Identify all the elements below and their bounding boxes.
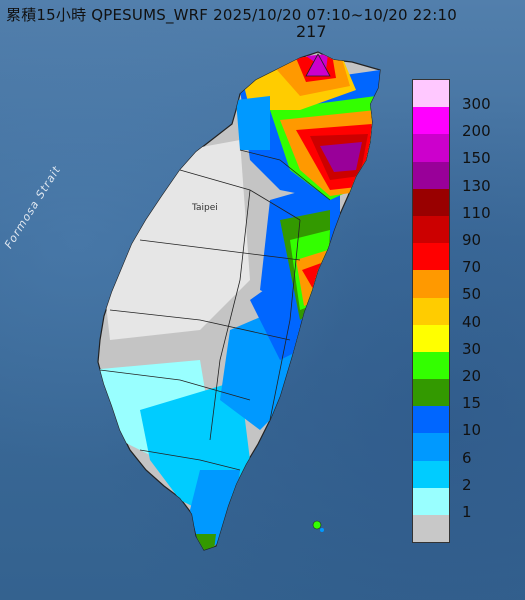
legend-label: 70 <box>462 258 482 277</box>
legend-label: 300 <box>462 95 491 113</box>
legend-swatch <box>413 433 449 461</box>
legend-swatch <box>413 243 449 271</box>
legend-swatch <box>413 487 449 515</box>
map-title: 累積15小時 QPESUMS_WRF 2025/10/20 07:10~10/2… <box>6 6 457 24</box>
legend-swatch <box>413 215 449 244</box>
legend-swatch <box>413 134 449 162</box>
legend-swatch <box>413 161 449 189</box>
legend-swatch <box>413 379 449 407</box>
legend-swatch <box>413 80 449 108</box>
legend-swatch <box>413 297 449 325</box>
legend-swatch <box>413 324 449 352</box>
legend-swatch <box>413 188 449 216</box>
legend-label: 10 <box>462 421 482 440</box>
legend-swatch <box>413 351 449 380</box>
color-legend <box>412 79 450 544</box>
legend-label: 1 <box>462 503 472 521</box>
legend-label: 15 <box>462 394 482 413</box>
legend-label: 40 <box>462 312 482 331</box>
legend-swatch <box>413 270 449 298</box>
legend-swatch <box>413 515 449 543</box>
county-boundaries <box>99 149 331 471</box>
city-label: Taipei <box>192 203 218 213</box>
legend-label: 110 <box>462 203 491 222</box>
legend-label: 50 <box>462 285 482 304</box>
legend-label: 150 <box>462 149 491 168</box>
max-value-label: 217 <box>296 22 327 41</box>
legend-label: 6 <box>462 448 472 467</box>
legend-label: 20 <box>462 367 482 385</box>
legend-label: 130 <box>462 176 491 195</box>
legend-label: 200 <box>462 122 491 141</box>
legend-swatch <box>413 107 449 135</box>
legend-label: 30 <box>462 339 482 358</box>
legend-swatch <box>413 460 449 488</box>
orchid-island <box>320 528 324 532</box>
legend-label: 90 <box>462 231 482 249</box>
max-marker-icon <box>305 53 331 77</box>
green-island <box>312 520 322 530</box>
legend-swatch <box>413 406 449 434</box>
legend-label: 2 <box>462 475 472 494</box>
